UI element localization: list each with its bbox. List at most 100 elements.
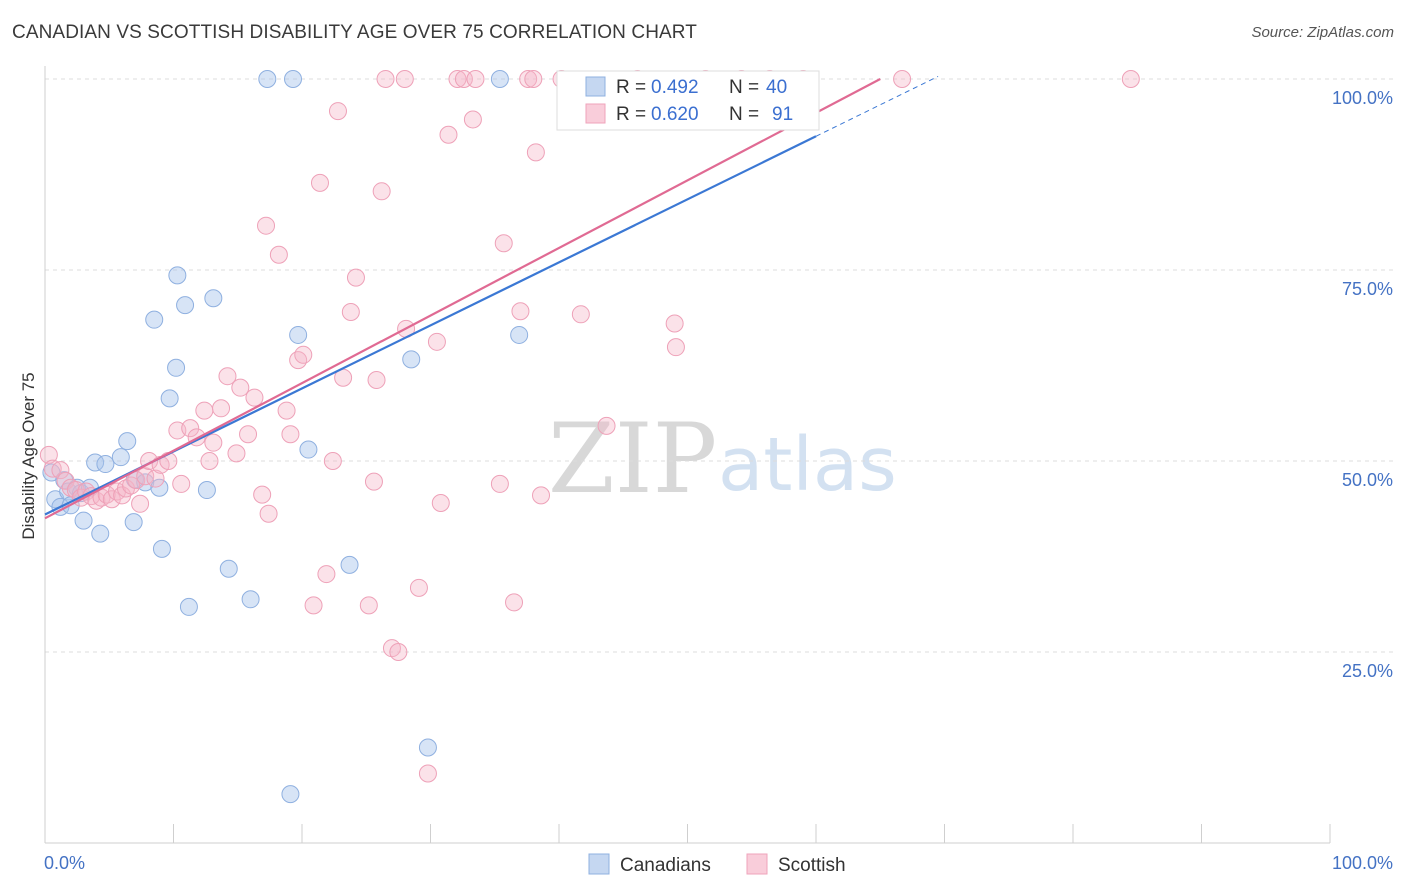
canadian-point xyxy=(299,440,318,459)
bottom-legend-label-canadians: Canadians xyxy=(620,855,711,876)
scottish-point xyxy=(346,268,365,287)
scottish-point xyxy=(317,565,336,584)
y-tick-label: 25.0% xyxy=(1342,661,1393,681)
canadian-point xyxy=(197,481,216,500)
scottish-point xyxy=(328,102,347,121)
canadian-point xyxy=(150,478,169,497)
scottish-point xyxy=(439,125,458,144)
scottish-point xyxy=(367,371,386,390)
canadian-point xyxy=(96,455,115,474)
scottish-point xyxy=(372,182,391,201)
scottish-point xyxy=(466,70,485,88)
canadian-point xyxy=(118,432,137,451)
scottish-point xyxy=(294,345,313,364)
scottish-point xyxy=(289,351,308,370)
scottish-point xyxy=(666,338,685,357)
scottish-point xyxy=(1121,70,1140,88)
scottish-point xyxy=(524,70,543,88)
y-tick-label: 75.0% xyxy=(1342,279,1393,299)
scottish-point xyxy=(127,471,146,490)
scottish-point xyxy=(245,388,264,407)
legend-n-value-scottish: 91 xyxy=(772,104,793,125)
trend-lines xyxy=(44,75,939,520)
scottish-point xyxy=(341,303,360,322)
canadian-point xyxy=(510,325,529,344)
legend-n-value-canadians: 40 xyxy=(766,77,787,98)
source-credit: Source: ZipAtlas.com xyxy=(1251,24,1394,41)
scottish-point xyxy=(172,474,191,493)
scottish-point xyxy=(304,596,323,615)
canadian-point xyxy=(340,555,359,574)
canadian-point xyxy=(91,524,110,543)
scottish-point xyxy=(131,494,150,513)
scottish-point xyxy=(212,399,231,418)
legend-n-label-canadians: N = xyxy=(729,77,759,98)
canadian-point xyxy=(281,785,300,804)
scottish-point xyxy=(893,70,912,88)
grid xyxy=(45,78,1393,653)
canadian-point xyxy=(258,70,277,88)
scottish-point xyxy=(269,245,288,264)
canadian-point xyxy=(289,325,308,344)
scottish-point xyxy=(195,401,214,420)
scottish-point xyxy=(257,216,276,235)
scottish-point xyxy=(505,593,524,612)
scottish-point xyxy=(409,578,428,597)
scottish-point xyxy=(239,425,258,444)
legend-r-label-scottish: R = xyxy=(616,104,646,125)
y-tick-label: 50.0% xyxy=(1342,470,1393,490)
chart-title: CANADIAN VS SCOTTISH DISABILITY AGE OVER… xyxy=(12,22,697,43)
scottish-point xyxy=(511,302,530,321)
y-tick-label: 100.0% xyxy=(1332,88,1393,108)
tick-labels: 25.0% 50.0% 75.0% 100.0% 0.0% 100.0% xyxy=(44,88,1393,873)
scottish-point xyxy=(259,504,278,523)
canadian-point xyxy=(167,358,186,377)
canadian-point xyxy=(179,597,198,616)
scottish-point xyxy=(364,472,383,491)
canadians-trend-extension xyxy=(815,75,939,137)
scottish-point xyxy=(122,476,141,495)
scottish-point xyxy=(323,452,342,470)
canadian-point xyxy=(402,350,421,369)
legend-r-label-canadians: R = xyxy=(616,77,646,98)
legend-swatch-scottish xyxy=(585,103,606,124)
legend-swatch-canadians xyxy=(585,76,606,97)
scottish-point xyxy=(227,444,246,463)
canadian-point xyxy=(219,559,238,578)
series-legend: Canadians Scottish xyxy=(588,853,846,876)
bottom-legend-label-scottish: Scottish xyxy=(778,855,846,876)
scottish-point xyxy=(427,332,446,351)
legend-r-value-scottish: 0.620 xyxy=(651,104,699,125)
scottish-point xyxy=(253,485,272,504)
canadian-point xyxy=(152,539,171,558)
scottish-point xyxy=(359,596,378,615)
scottish-point xyxy=(532,486,551,505)
canadian-point xyxy=(74,511,93,530)
scottish-point xyxy=(519,70,538,88)
canadian-point xyxy=(418,738,437,757)
canadian-point xyxy=(124,513,143,532)
legend-n-label-scottish: N = xyxy=(729,104,759,125)
canadian-point xyxy=(204,289,223,308)
scottish-point xyxy=(463,110,482,129)
scottish-point xyxy=(39,445,58,464)
scottish-point xyxy=(376,70,395,88)
canadian-point xyxy=(145,310,164,329)
canadian-point xyxy=(176,296,195,315)
scottish-point xyxy=(43,459,62,478)
scottish-point xyxy=(204,433,223,452)
legend-r-value-canadians: 0.492 xyxy=(651,77,699,98)
scottish-point xyxy=(310,173,329,192)
scottish-point xyxy=(200,452,219,470)
canadian-point xyxy=(160,389,179,408)
watermark-atlas: atlas xyxy=(718,422,897,508)
canadian-point xyxy=(490,70,509,88)
scottish-point xyxy=(597,416,616,435)
scottish-point xyxy=(571,305,590,324)
scottish-trend-line xyxy=(44,78,881,520)
scottish-point xyxy=(146,469,165,488)
scottish-point xyxy=(395,70,414,88)
canadian-point xyxy=(284,70,303,88)
scottish-point xyxy=(418,764,437,783)
